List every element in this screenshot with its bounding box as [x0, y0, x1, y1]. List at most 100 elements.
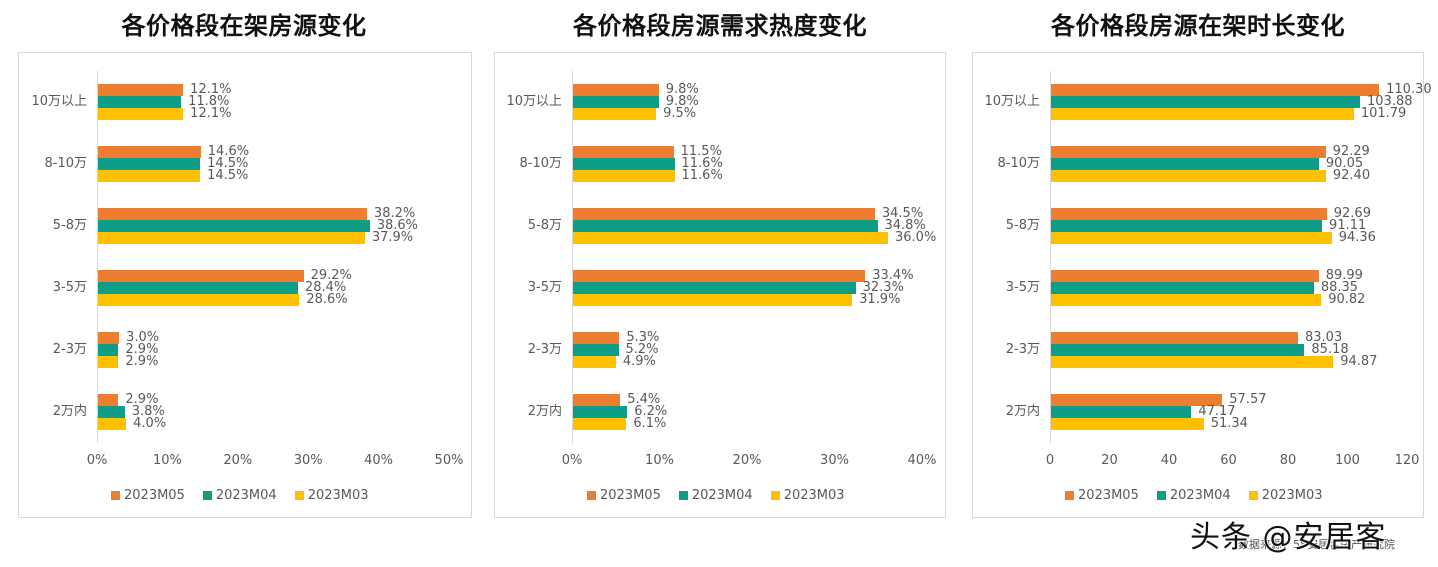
- bar-2023m03: [573, 170, 675, 182]
- value-label: 29.2%: [310, 268, 352, 283]
- x-tick-label: 30%: [820, 453, 849, 468]
- bar-2023m03: [98, 232, 365, 244]
- category-label: 8-10万: [519, 156, 562, 171]
- bar-2023m04: [98, 220, 370, 232]
- category-label: 10万以上: [506, 94, 562, 109]
- x-tick-label: 100: [1335, 453, 1360, 468]
- category-label: 2万内: [527, 404, 562, 419]
- x-tick-label: 20%: [732, 453, 762, 468]
- watermark: 头条 @安居客: [1190, 520, 1387, 555]
- value-label: 89.99: [1325, 268, 1363, 283]
- value-label: 51.34: [1210, 416, 1248, 431]
- value-label: 6.1%: [633, 416, 667, 431]
- value-label: 94.36: [1338, 230, 1376, 245]
- legend-swatch-icon: [1156, 491, 1166, 500]
- legend-label: 2023M03: [783, 488, 845, 503]
- bar-2023m03: [1051, 294, 1322, 306]
- bar-2023m03: [573, 356, 616, 368]
- category-label: 3-5万: [527, 280, 562, 295]
- bar-2023m03: [1051, 232, 1332, 244]
- value-label: 12.1%: [190, 106, 232, 121]
- value-label: 14.5%: [207, 156, 249, 171]
- chart-3-title: 各价格段房源在架时长变化: [1051, 12, 1345, 40]
- chart-3-frame: 10万以上 110.30 103.88 101.79 8-10万 92.29 90.05 92…: [972, 52, 1432, 518]
- value-label: 47.17: [1198, 404, 1236, 419]
- value-label: 9.5%: [663, 106, 697, 121]
- bar-2023m04: [573, 282, 856, 294]
- bar-2023m05: [98, 270, 304, 282]
- bar-2023m03: [98, 108, 184, 120]
- bar-2023m04: [98, 406, 125, 418]
- x-tick-label: 40: [1160, 453, 1178, 468]
- legend-label: 2023M03: [1261, 488, 1323, 503]
- legend-label: 2023M03: [307, 488, 369, 503]
- value-label: 91.11: [1329, 218, 1367, 233]
- legend-item-2023m05: 2023M05: [111, 488, 185, 503]
- bar-2023m05: [573, 208, 875, 220]
- x-tick-label: 80: [1279, 453, 1297, 468]
- value-label: 5.2%: [625, 342, 659, 357]
- chart-2-title: 各价格段房源需求热度变化: [573, 12, 867, 40]
- bar-2023m05: [98, 146, 201, 158]
- chart-2-frame: 10万以上 9.8% 9.8% 9.5% 8-10万 11.5% 11.6% 11.6% 5-8…: [494, 52, 946, 518]
- bar-2023m04: [1051, 282, 1314, 294]
- legend-swatch-icon: [770, 491, 780, 500]
- legend-item-2023m04: 2023M04: [202, 488, 277, 503]
- y-axis-line: [572, 71, 573, 443]
- category-label: 10万以上: [984, 94, 1040, 109]
- chart-1-legend: 2023M05 2023M04 2023M03: [111, 488, 369, 503]
- chart-1-frame: 10万以上 12.1% 11.8% 12.1% 8-10万 14.6% 14.5% 14.5%…: [18, 52, 472, 518]
- bar-2023m05: [98, 394, 119, 406]
- data-source-note: 数据来源：58安居客房产研究院: [1238, 538, 1395, 551]
- chart-2-legend: 2023M05 2023M04 2023M03: [587, 488, 845, 503]
- bar-2023m05: [1051, 394, 1223, 406]
- legend-swatch-icon: [678, 491, 688, 500]
- legend-swatch-icon: [1248, 491, 1258, 500]
- x-tick-label: 40%: [364, 453, 394, 468]
- bar-2023m03: [98, 294, 300, 306]
- value-label: 6.2%: [634, 404, 668, 419]
- category-label: 3-5万: [1005, 280, 1040, 295]
- bar-2023m04: [573, 406, 628, 418]
- category-label: 2-3万: [1005, 342, 1040, 357]
- value-label: 83.03: [1305, 330, 1343, 345]
- value-label: 37.9%: [371, 230, 414, 245]
- bar-2023m03: [1051, 108, 1354, 120]
- value-label: 3.0%: [126, 330, 160, 345]
- category-label: 2万内: [52, 404, 87, 419]
- x-tick-label: 50%: [434, 453, 464, 468]
- bar-2023m04: [573, 220, 878, 232]
- value-label: 28.4%: [304, 280, 347, 295]
- category-label: 2-3万: [527, 342, 562, 357]
- bar-2023m05: [573, 332, 620, 344]
- bar-2023m03: [573, 418, 627, 430]
- x-tick-label: 20%: [223, 453, 253, 468]
- category-label: 5-8万: [1005, 218, 1040, 233]
- value-label: 33.4%: [872, 268, 914, 283]
- value-label: 4.9%: [622, 354, 656, 369]
- legend-swatch-icon: [111, 491, 120, 500]
- chart-3-plot: 10万以上 110.30 103.88 101.79 8-10万 92.29 90.05 92…: [984, 71, 1432, 468]
- legend-item-2023m05: 2023M05: [1065, 488, 1139, 503]
- bar-2023m04: [1051, 406, 1192, 418]
- value-label: 57.57: [1229, 392, 1267, 407]
- value-label: 5.4%: [627, 392, 661, 407]
- value-label: 3.8%: [131, 404, 165, 419]
- legend-item-2023m04: 2023M04: [678, 488, 753, 503]
- value-label: 101.79: [1360, 106, 1407, 121]
- bar-2023m03: [98, 170, 201, 182]
- bar-2023m05: [573, 84, 659, 96]
- value-label: 11.8%: [188, 94, 230, 109]
- value-label: 2.9%: [125, 392, 159, 407]
- bar-2023m03: [573, 294, 853, 306]
- bar-2023m04: [573, 344, 619, 356]
- bar-2023m05: [573, 146, 674, 158]
- chart-2-plot: 10万以上 9.8% 9.8% 9.5% 8-10万 11.5% 11.6% 11.6% 5-8…: [506, 71, 936, 468]
- legend-swatch-icon: [294, 491, 304, 500]
- bar-2023m04: [1051, 344, 1305, 356]
- value-label: 92.69: [1333, 206, 1371, 221]
- value-label: 4.0%: [133, 416, 167, 431]
- bar-2023m05: [98, 332, 120, 344]
- bar-2023m05: [1051, 208, 1327, 220]
- bar-2023m05: [1051, 332, 1298, 344]
